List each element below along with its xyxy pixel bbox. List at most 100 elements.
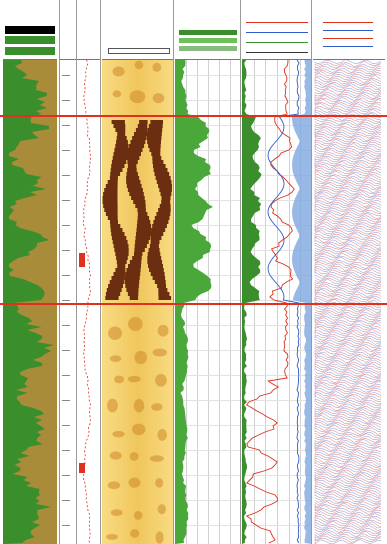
image-feature — [148, 144, 161, 148]
image-feature — [152, 224, 167, 228]
image-feature — [133, 200, 146, 204]
waveform-trace — [314, 65, 382, 71]
marker-red-1 — [79, 253, 85, 267]
waveform-trace — [314, 343, 382, 349]
image-feature — [128, 148, 143, 152]
waveform-plot — [314, 59, 382, 544]
image-feature — [135, 240, 149, 244]
waveform-trace — [314, 143, 382, 149]
waveform-trace — [314, 357, 382, 363]
image-feature — [153, 168, 168, 172]
image-feature — [116, 136, 127, 140]
waveform-trace — [314, 265, 382, 271]
grid-line — [242, 100, 311, 101]
waveform-trace — [314, 105, 382, 110]
image-feature — [147, 128, 163, 132]
image-feature — [117, 264, 126, 268]
waveform-trace — [314, 209, 382, 215]
image-feature — [134, 248, 145, 252]
waveform-trace — [314, 311, 382, 317]
waveform-trace — [314, 119, 382, 125]
waveform-trace — [314, 391, 382, 397]
image-spot — [134, 350, 148, 365]
waveform-trace — [314, 75, 382, 81]
image-spot — [151, 403, 163, 411]
image-feature — [124, 276, 140, 280]
depth-tick — [62, 375, 70, 376]
waveform-trace — [314, 455, 382, 461]
depth-tick — [62, 225, 70, 226]
waveform-trace — [314, 83, 382, 89]
waveform-trace — [314, 355, 382, 360]
grid-line — [175, 350, 240, 351]
waveform-trace — [314, 95, 382, 101]
header-line-black — [246, 52, 308, 53]
image-feature — [116, 260, 127, 264]
waveform-trace — [314, 165, 382, 171]
grid-line — [242, 450, 311, 451]
waveform-trace — [314, 248, 382, 253]
image-feature — [103, 192, 118, 196]
waveform-trace — [314, 229, 382, 235]
waveform-trace — [314, 227, 382, 233]
image-feature — [113, 152, 129, 156]
image-feature — [125, 272, 141, 276]
image-spot — [157, 324, 169, 337]
depth-tick — [62, 400, 70, 401]
image-spot — [152, 93, 165, 104]
image-feature — [111, 232, 125, 236]
depth-tick — [62, 275, 70, 276]
waveform-trace — [314, 131, 382, 137]
waveform-trace — [314, 457, 382, 463]
depth-tick — [62, 150, 70, 151]
image-spot — [155, 531, 164, 544]
waveform-trace — [314, 126, 382, 131]
waveform-trace — [314, 525, 382, 531]
image-feature — [157, 284, 166, 288]
image-feature — [127, 160, 138, 164]
grid-line — [208, 60, 209, 544]
header-line-red — [246, 22, 308, 23]
waveform-trace — [314, 101, 382, 107]
waveform-trace — [314, 403, 382, 409]
waveform-trace — [314, 187, 382, 193]
waveform-trace — [314, 495, 382, 501]
waveform-trace — [314, 421, 382, 427]
image-feature — [136, 224, 152, 228]
waveform-trace — [314, 61, 382, 67]
waveform-trace — [314, 497, 382, 503]
waveform-trace — [314, 383, 382, 389]
waveform-trace — [314, 503, 382, 509]
image-feature — [129, 144, 145, 148]
image-feature — [127, 292, 139, 296]
header-line-green — [246, 42, 308, 43]
waveform-trace — [314, 147, 382, 153]
image-spot — [106, 533, 118, 540]
waveform-trace — [314, 491, 382, 497]
waveform-trace — [314, 431, 381, 437]
waveform-trace — [314, 329, 382, 335]
waveform-trace — [314, 369, 382, 375]
image-feature — [115, 144, 129, 148]
grid-line — [242, 475, 311, 476]
image-feature — [156, 212, 171, 216]
waveform-trace — [314, 179, 382, 185]
waveform-trace — [314, 285, 382, 292]
waveform-trace — [314, 243, 382, 249]
waveform-trace — [314, 417, 382, 423]
waveform-trace — [314, 215, 382, 221]
waveform-trace — [314, 297, 382, 303]
depth-tick — [62, 200, 70, 201]
waveform-trace — [314, 221, 382, 227]
waveform-trace — [314, 307, 382, 313]
lithology-header — [3, 0, 57, 60]
waveform-trace — [314, 151, 382, 157]
waveform-trace — [314, 349, 382, 355]
image-feature — [154, 172, 170, 176]
image-feature — [111, 120, 125, 124]
image-feature — [126, 176, 140, 180]
grid-line — [175, 75, 240, 76]
waveform-trace — [314, 137, 382, 143]
waveform-trace — [314, 121, 382, 127]
waveform-trace — [314, 321, 382, 327]
